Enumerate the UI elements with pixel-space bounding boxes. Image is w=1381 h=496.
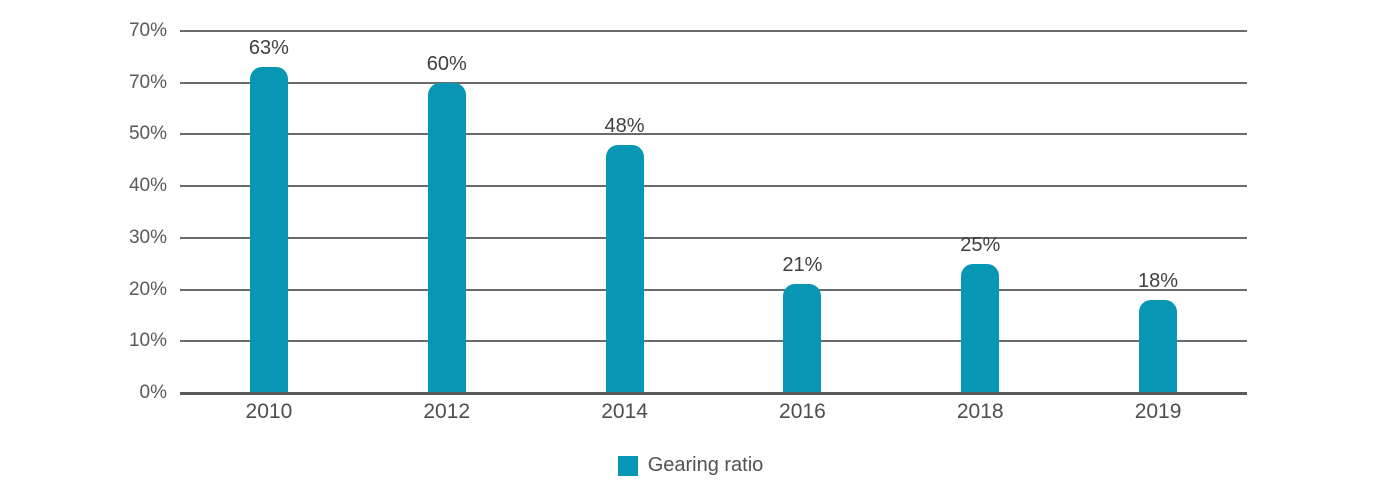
y-tick-label: 20% — [128, 278, 167, 300]
x-tick-label-2019: 2019 — [1134, 400, 1182, 423]
bar-value-label: 25% — [960, 233, 1001, 256]
legend: Gearing ratio — [0, 454, 1381, 477]
bar-value-label: 18% — [1138, 269, 1179, 292]
bar-cell: 63% — [180, 31, 358, 393]
gridlines-layer: 70% 70% 50% 40% 30% 20% 10% 0% — [129, 20, 1247, 403]
plot-area: 70% 70% 50% 40% 30% 20% 10% 0% 63% 60% 48% 21% 25% 1… — [129, 20, 1247, 403]
y-gridline — [180, 340, 1247, 343]
bar-2019: 18% — [1138, 270, 1178, 393]
x-tick-label-2016: 2016 — [779, 400, 826, 423]
bars-layer: 63% 60% 48% 21% 25% 18% — [180, 31, 1247, 393]
bar-value-label: 63% — [248, 37, 289, 60]
bar-value-label: 60% — [426, 52, 467, 75]
y-gridline — [180, 288, 1247, 291]
bar-value-label: 48% — [604, 114, 645, 137]
bar-cell: 18% — [1069, 31, 1247, 393]
x-tick-label-2010: 2010 — [245, 400, 293, 423]
bar-cell: 21% — [713, 31, 891, 393]
y-gridline — [180, 185, 1247, 188]
y-tick-label: 70% — [128, 71, 167, 93]
y-tick-label: 50% — [128, 123, 167, 145]
x-tick-label-2014: 2014 — [601, 400, 648, 423]
y-tick-label: 10% — [128, 330, 167, 352]
y-gridline — [180, 133, 1247, 136]
y-gridline — [180, 81, 1247, 84]
x-tick-label-2018: 2018 — [956, 400, 1004, 423]
bar-2010: 63% — [249, 37, 289, 393]
x-axis-labels: 2010 2012 2014 2016 2018 2019 — [180, 400, 1247, 424]
y-tick-label: 70% — [128, 20, 167, 41]
bar-cell: 60% — [358, 31, 536, 393]
y-tick-label: 30% — [128, 226, 167, 248]
bar-2016: 21% — [782, 254, 822, 393]
bar-2012: 60% — [427, 53, 467, 393]
bar-2018: 25% — [960, 234, 1000, 393]
y-tick-label: 40% — [128, 175, 167, 197]
legend-label: Gearing ratio — [647, 454, 764, 476]
bar-value-label: 21% — [782, 254, 823, 277]
bar-cell: 48% — [536, 31, 714, 393]
legend-swatch-gearing-ratio — [617, 455, 638, 476]
x-axis-line — [180, 392, 1247, 395]
y-gridline — [180, 236, 1247, 239]
x-tick-label-2012: 2012 — [423, 400, 471, 423]
bar-2014: 48% — [605, 115, 645, 393]
y-gridline — [180, 30, 1247, 32]
y-tick-label: 0% — [139, 382, 167, 403]
bar-cell: 25% — [891, 31, 1069, 393]
